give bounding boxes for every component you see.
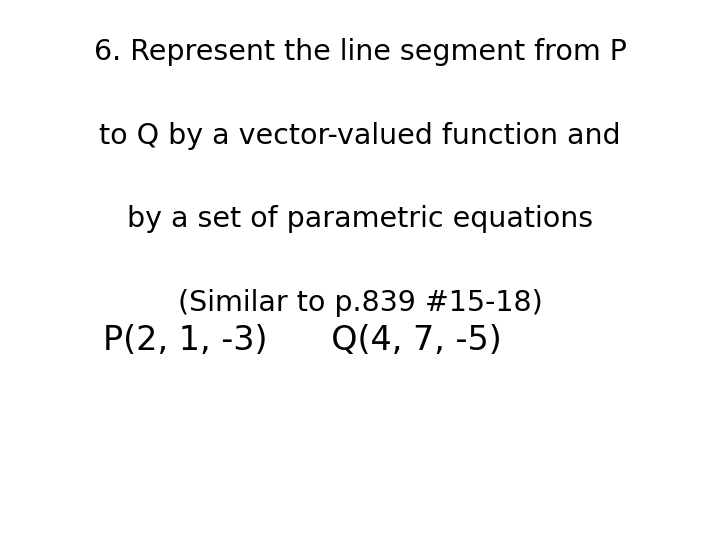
Text: by a set of parametric equations: by a set of parametric equations (127, 205, 593, 233)
Text: 6. Represent the line segment from P: 6. Represent the line segment from P (94, 38, 626, 66)
Text: P(2, 1, -3)      Q(4, 7, -5): P(2, 1, -3) Q(4, 7, -5) (103, 324, 502, 357)
Text: (Similar to p.839 #15-18): (Similar to p.839 #15-18) (178, 289, 542, 317)
Text: to Q by a vector-valued function and: to Q by a vector-valued function and (99, 122, 621, 150)
